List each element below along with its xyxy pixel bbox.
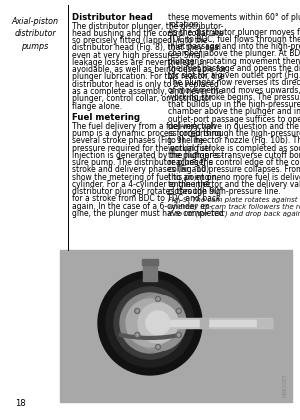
- Text: As the distributor plunger moves from: As the distributor plunger moves from: [168, 28, 300, 37]
- Text: reaches the control edge of the control: reaches the control edge of the control: [168, 158, 300, 167]
- Text: cylinder. For a 4-cylinder engine the: cylinder. For a 4-cylinder engine the: [72, 180, 210, 189]
- Text: outlet-port passage suffices to open the: outlet-port passage suffices to open the: [168, 115, 300, 123]
- Circle shape: [135, 308, 140, 313]
- Text: even at very high pressures. Small: even at very high pressures. Small: [72, 51, 205, 60]
- Text: flange alone.: flange alone.: [72, 102, 122, 110]
- Text: The fuel delivery from a fuel-injection: The fuel delivery from a fuel-injection: [72, 122, 216, 131]
- Circle shape: [176, 308, 181, 313]
- Circle shape: [178, 310, 180, 312]
- Bar: [142, 259, 158, 265]
- Text: distributor head is only to be replaced: distributor head is only to be replaced: [72, 80, 219, 89]
- Circle shape: [98, 271, 202, 375]
- Text: working stroke is completed as soon as: working stroke is completed as soon as: [168, 144, 300, 153]
- Text: pump is a dynamic process comprising: pump is a dynamic process comprising: [72, 129, 221, 138]
- Text: to the injector nozzle (Fig. 10b). The: to the injector nozzle (Fig. 10b). The: [168, 136, 300, 145]
- Text: tor slot for a given outlet port (Fig. 10a).: tor slot for a given outlet port (Fig. 1…: [168, 71, 300, 80]
- Text: chamber above the plunger. At BDC, the: chamber above the plunger. At BDC, the: [168, 49, 300, 58]
- Text: collar and pressure collapses. From: collar and pressure collapses. From: [168, 165, 300, 174]
- Text: again. In the case of a 6-cylinder en-: again. In the case of a 6-cylinder en-: [72, 202, 212, 211]
- Text: plunger's rotating movement then closes: plunger's rotating movement then closes: [168, 57, 300, 66]
- Text: Axial-piston
distributor
pumps: Axial-piston distributor pumps: [11, 17, 58, 51]
- Bar: [60, 250, 292, 402]
- Text: distributor plunger rotates through 90°: distributor plunger rotates through 90°: [72, 187, 223, 196]
- Text: sure pump. The distributor plunger's: sure pump. The distributor plunger's: [72, 158, 213, 167]
- Bar: [257, 319, 272, 327]
- Text: plunger, control collar, or distributor: plunger, control collar, or distributor: [72, 94, 212, 103]
- Circle shape: [157, 346, 159, 348]
- Bar: [200, 318, 208, 328]
- Text: distributor head (Fig. 8), that they seal: distributor head (Fig. 8), that they sea…: [72, 43, 221, 52]
- Text: of movement and moves upwards, the: of movement and moves upwards, the: [168, 86, 300, 94]
- Circle shape: [126, 299, 174, 347]
- Circle shape: [120, 293, 180, 353]
- Text: TDC to BDC, fuel flows through the open: TDC to BDC, fuel flows through the open: [168, 35, 300, 44]
- Bar: [170, 318, 272, 328]
- Text: plunger lubrication. For this reason, the: plunger lubrication. For this reason, th…: [72, 73, 224, 81]
- Text: it to lift (for TDC) and drop back again (for BDC): it to lift (for TDC) and drop back again…: [168, 211, 300, 218]
- Text: so precisely fitted (lapped) into the: so precisely fitted (lapped) into the: [72, 36, 207, 45]
- Text: inlet passage and into the high-pressure: inlet passage and into the high-pressure: [168, 42, 300, 51]
- Text: the plunger's transverse cutoff bore: the plunger's transverse cutoff bore: [168, 151, 300, 160]
- Text: Fig. 9: The cam plate rotates against the roller ring,: Fig. 9: The cam plate rotates against th…: [168, 197, 300, 203]
- Text: this point on, no more fuel is delivered: this point on, no more fuel is delivered: [168, 173, 300, 182]
- Text: head bushing and the control collar are: head bushing and the control collar are: [72, 29, 224, 38]
- Circle shape: [146, 311, 170, 335]
- Text: is forced through the high-pressure line: is forced through the high-pressure line: [168, 129, 300, 138]
- Circle shape: [106, 279, 194, 367]
- Bar: [143, 261, 157, 281]
- Text: leakage losses are nevertheless un-: leakage losses are nevertheless un-: [72, 58, 210, 67]
- Bar: [170, 320, 272, 326]
- Text: these movements within 60° of plunger: these movements within 60° of plunger: [168, 13, 300, 22]
- Text: stroke and delivery phases (Fig. 10): stroke and delivery phases (Fig. 10): [72, 165, 209, 174]
- Circle shape: [176, 333, 181, 337]
- Circle shape: [157, 298, 159, 300]
- Text: delivery valve in question and the fuel: delivery valve in question and the fuel: [168, 122, 300, 131]
- Text: as a complete assembly, and never the: as a complete assembly, and never the: [72, 87, 223, 96]
- Text: whereby its cam track followers the rollers causing: whereby its cam track followers the roll…: [168, 204, 300, 210]
- Circle shape: [155, 297, 160, 302]
- Text: UMK1007: UMK1007: [283, 373, 288, 397]
- Text: rotation.: rotation.: [168, 20, 201, 29]
- Text: working stroke begins. The pressure: working stroke begins. The pressure: [168, 93, 300, 102]
- Text: for a stroke from BDC to TDC and back: for a stroke from BDC to TDC and back: [72, 194, 220, 203]
- Circle shape: [138, 303, 178, 343]
- Text: the inlet passage and opens the distribu-: the inlet passage and opens the distribu…: [168, 64, 300, 73]
- Text: several stroke phases (Fig. 9). The: several stroke phases (Fig. 9). The: [72, 136, 203, 145]
- Circle shape: [178, 334, 180, 336]
- Text: Distributor head: Distributor head: [72, 13, 153, 22]
- Text: avoidable, as well as being desirable for: avoidable, as well as being desirable fo…: [72, 65, 226, 74]
- Text: that builds up in the high-pressure: that builds up in the high-pressure: [168, 100, 300, 109]
- Text: gine, the plunger must have completed: gine, the plunger must have completed: [72, 209, 224, 218]
- Text: to the injector and the delivery valve: to the injector and the delivery valve: [168, 180, 300, 189]
- Text: show the metering of fuel to an engine: show the metering of fuel to an engine: [72, 173, 221, 182]
- Text: injection is generated by the high-pres-: injection is generated by the high-pres-: [72, 151, 224, 160]
- Text: Fuel metering: Fuel metering: [72, 113, 140, 122]
- Circle shape: [135, 333, 140, 337]
- Text: closes the high-pressure line.: closes the high-pressure line.: [168, 187, 280, 196]
- Text: 18: 18: [15, 399, 26, 408]
- Text: chamber above the plunger and in the: chamber above the plunger and in the: [168, 108, 300, 116]
- Circle shape: [136, 334, 138, 336]
- Text: The plunger now reverses its direction: The plunger now reverses its direction: [168, 79, 300, 87]
- Text: pressure required for the actual fuel: pressure required for the actual fuel: [72, 144, 211, 152]
- Text: The distributor plunger, the distributor-: The distributor plunger, the distributor…: [72, 22, 224, 31]
- Circle shape: [155, 344, 160, 349]
- Circle shape: [136, 310, 138, 312]
- Circle shape: [114, 287, 186, 359]
- Circle shape: [130, 295, 186, 351]
